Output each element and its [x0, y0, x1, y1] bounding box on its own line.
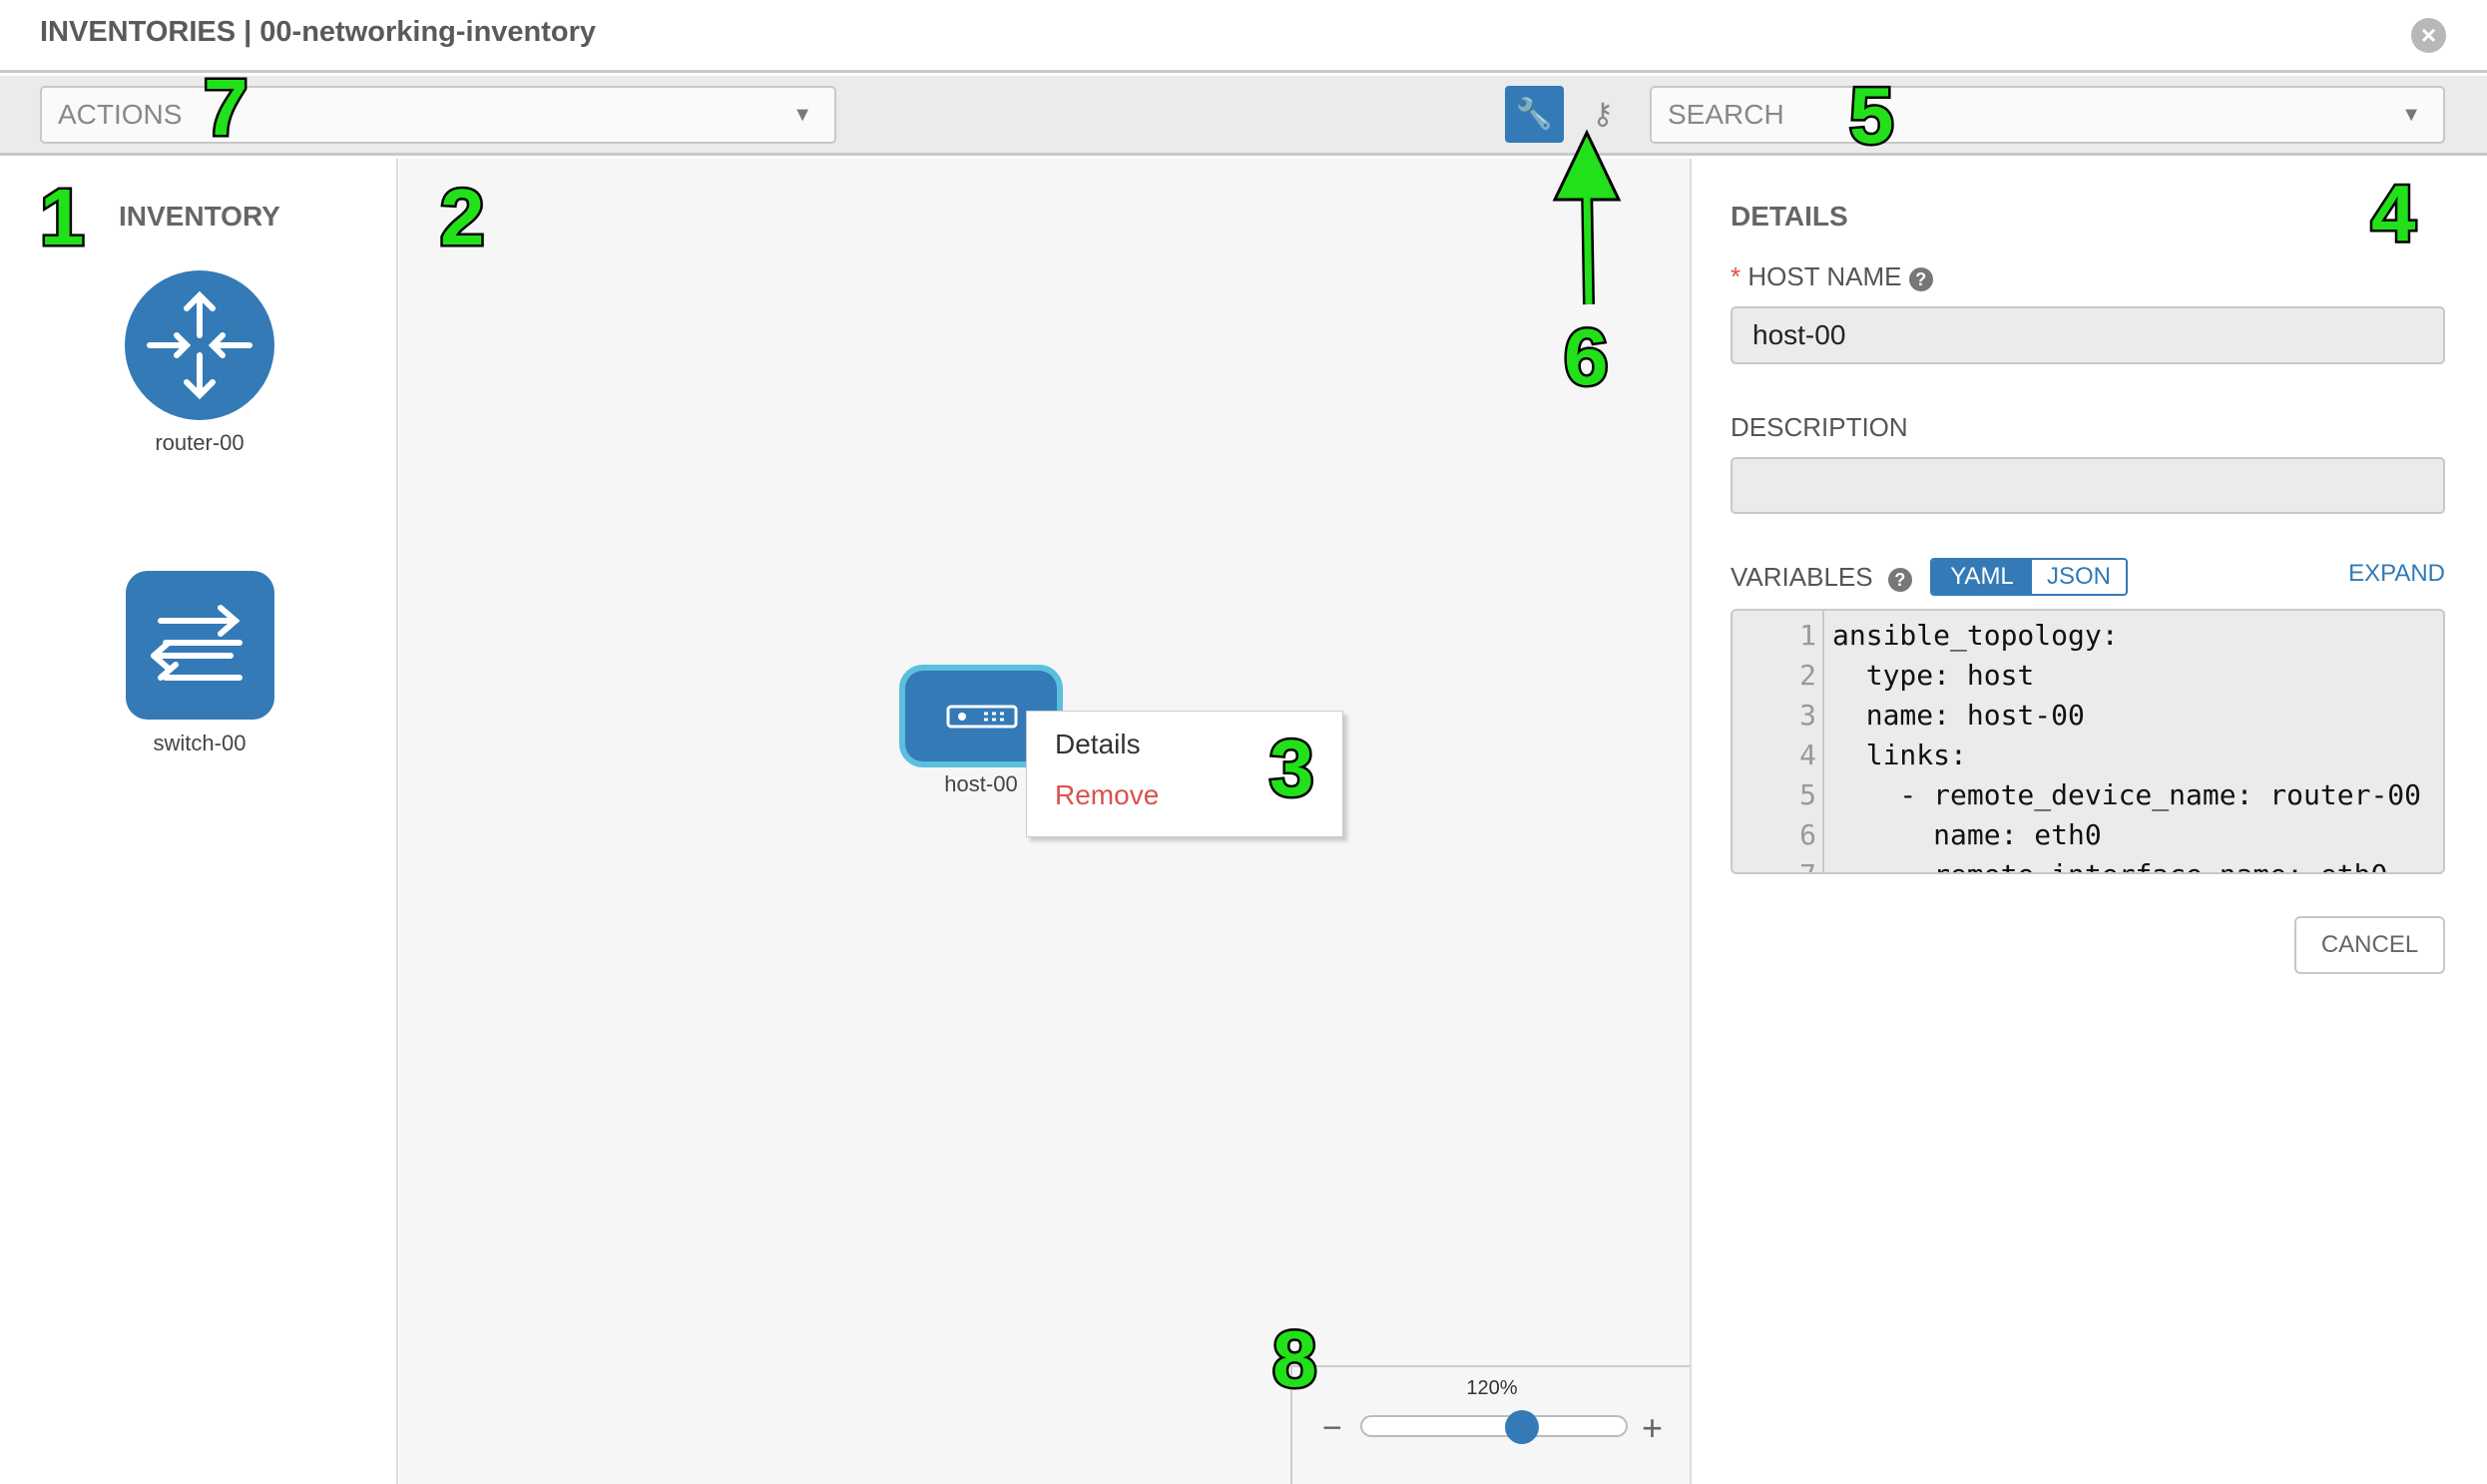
details-title: DETAILS	[1731, 201, 1848, 232]
help-icon[interactable]: ?	[1887, 568, 1912, 592]
code-line: ansible_topology:	[1832, 619, 2119, 652]
host-label: host-00	[944, 771, 1018, 796]
actions-placeholder: ACTIONS	[58, 99, 183, 130]
search-placeholder: SEARCH	[1668, 99, 1784, 130]
host-icon	[946, 705, 1018, 729]
switch-label: switch-00	[153, 731, 247, 755]
annotation-7: 7	[202, 63, 250, 152]
router-icon[interactable]	[125, 270, 274, 420]
annotation-2: 2	[438, 173, 487, 261]
code-line: type: host	[1832, 659, 2035, 692]
line-number: 3	[1799, 699, 1816, 732]
switch-icon[interactable]	[126, 571, 274, 720]
help-icon[interactable]: ?	[1908, 267, 1933, 291]
zoom-slider[interactable]	[1360, 1415, 1628, 1437]
code-line: name: host-00	[1832, 699, 2085, 732]
chevron-down-icon: ▼	[792, 104, 812, 126]
code-line: remote_interface_name: eth0	[1832, 858, 2387, 872]
description-label: DESCRIPTION	[1731, 412, 1908, 442]
close-icon[interactable]: ×	[2411, 18, 2446, 53]
wrench-icon[interactable]: 🔧	[1505, 86, 1564, 143]
zoom-level: 120%	[1466, 1377, 1518, 1399]
required-mark: *	[1731, 261, 1741, 291]
key-icon[interactable]: ⚷	[1592, 98, 1614, 131]
chevron-down-icon: ▼	[2401, 104, 2421, 126]
line-number: 6	[1799, 818, 1816, 851]
search-dropdown[interactable]: SEARCH ▼	[1650, 86, 2445, 144]
yaml-toggle[interactable]: YAML	[1932, 560, 2032, 594]
host-name-label-text: HOST NAME	[1747, 261, 1902, 291]
annotation-6: 6	[1562, 312, 1611, 401]
variables-label-text: VARIABLES	[1731, 562, 1873, 592]
cancel-button[interactable]: CANCEL	[2294, 916, 2445, 974]
zoom-in-icon[interactable]: +	[1642, 1407, 1664, 1448]
format-toggle: YAML JSON	[1930, 558, 2128, 596]
host-name-input[interactable]: host-00	[1731, 306, 2445, 364]
line-number: 5	[1799, 778, 1816, 811]
line-number: 7	[1733, 858, 1816, 872]
code-line: - remote_device_name: router-00	[1832, 778, 2422, 811]
zoom-slider-thumb[interactable]	[1505, 1410, 1539, 1444]
line-number: 1	[1799, 619, 1816, 652]
annotation-1: 1	[38, 173, 87, 261]
expand-link[interactable]: EXPAND	[2348, 560, 2445, 587]
description-input[interactable]	[1731, 457, 2445, 514]
json-toggle[interactable]: JSON	[2032, 560, 2126, 594]
title-bar: INVENTORIES | 00-networking-inventory ×	[0, 0, 2487, 73]
line-gutter	[1733, 611, 1824, 872]
line-number: 4	[1799, 739, 1816, 771]
host-name-label: * HOST NAME ?	[1731, 261, 1933, 292]
variables-label: VARIABLES ?	[1731, 562, 1912, 593]
annotation-5: 5	[1847, 71, 1896, 160]
variables-editor[interactable]: 1 ansible_topology: 2 type: host 3 name: ho…	[1731, 609, 2445, 874]
zoom-out-icon[interactable]: −	[1322, 1409, 1342, 1447]
router-label: router-00	[155, 430, 245, 455]
menu-item-remove[interactable]: Remove	[1055, 779, 1160, 810]
annotation-8: 8	[1270, 1314, 1319, 1403]
annotation-arrow-icon	[1552, 129, 1622, 305]
code-line: links:	[1832, 739, 1967, 771]
inventory-title: INVENTORY	[119, 201, 280, 232]
annotation-3: 3	[1267, 724, 1316, 812]
menu-item-details[interactable]: Details	[1055, 729, 1141, 759]
line-number: 2	[1799, 659, 1816, 692]
zoom-control: 120% − +	[1290, 1365, 1690, 1484]
actions-dropdown[interactable]: ACTIONS ▼	[40, 86, 836, 144]
inventory-panel: INVENTORY router-00 switch-00	[0, 159, 398, 1484]
code-line: name: eth0	[1832, 818, 2102, 851]
page-title: INVENTORIES | 00-networking-inventory	[40, 16, 597, 48]
annotation-4: 4	[2369, 169, 2418, 257]
context-menu: Details Remove	[1026, 711, 1343, 837]
